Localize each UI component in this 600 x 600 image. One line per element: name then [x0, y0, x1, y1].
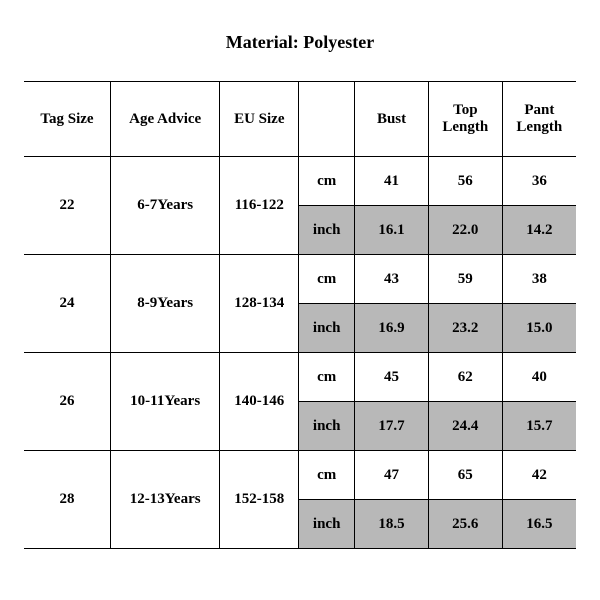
cell-age-advice: 6-7Years: [110, 157, 219, 255]
cell-tag-size: 24: [24, 255, 110, 353]
cell-pant-length-inch: 15.0: [502, 304, 576, 353]
cell-bust-cm: 47: [355, 451, 429, 500]
col-header-top-length: Top Length: [428, 82, 502, 157]
header-row: Tag Size Age Advice EU Size Bust Top Len…: [24, 82, 576, 157]
cell-unit-cm: cm: [299, 353, 355, 402]
page-title: Material: Polyester: [0, 0, 600, 81]
cell-unit-inch: inch: [299, 402, 355, 451]
table-row: 24 8-9Years 128-134 cm 43 59 38: [24, 255, 576, 304]
cell-pant-length-inch: 16.5: [502, 500, 576, 549]
cell-pant-length-cm: 42: [502, 451, 576, 500]
cell-bust-inch: 18.5: [355, 500, 429, 549]
cell-pant-length-cm: 36: [502, 157, 576, 206]
cell-age-advice: 12-13Years: [110, 451, 219, 549]
cell-top-length-inch: 23.2: [428, 304, 502, 353]
table-row: 26 10-11Years 140-146 cm 45 62 40: [24, 353, 576, 402]
cell-unit-cm: cm: [299, 255, 355, 304]
cell-age-advice: 10-11Years: [110, 353, 219, 451]
cell-bust-inch: 17.7: [355, 402, 429, 451]
cell-age-advice: 8-9Years: [110, 255, 219, 353]
cell-tag-size: 22: [24, 157, 110, 255]
table-row: 22 6-7Years 116-122 cm 41 56 36: [24, 157, 576, 206]
cell-unit-cm: cm: [299, 451, 355, 500]
cell-pant-length-cm: 40: [502, 353, 576, 402]
cell-pant-length-inch: 14.2: [502, 206, 576, 255]
cell-unit-cm: cm: [299, 157, 355, 206]
col-header-unit: [299, 82, 355, 157]
col-header-age-advice: Age Advice: [110, 82, 219, 157]
cell-bust-cm: 41: [355, 157, 429, 206]
cell-bust-inch: 16.1: [355, 206, 429, 255]
cell-tag-size: 28: [24, 451, 110, 549]
col-header-eu-size: EU Size: [220, 82, 299, 157]
cell-top-length-inch: 24.4: [428, 402, 502, 451]
cell-top-length-inch: 22.0: [428, 206, 502, 255]
size-table: Tag Size Age Advice EU Size Bust Top Len…: [24, 81, 576, 549]
size-table-container: Tag Size Age Advice EU Size Bust Top Len…: [0, 81, 600, 549]
cell-pant-length-cm: 38: [502, 255, 576, 304]
cell-eu-size: 128-134: [220, 255, 299, 353]
cell-tag-size: 26: [24, 353, 110, 451]
col-header-pant-length: Pant Length: [502, 82, 576, 157]
col-header-bust: Bust: [355, 82, 429, 157]
cell-unit-inch: inch: [299, 206, 355, 255]
table-row: 28 12-13Years 152-158 cm 47 65 42: [24, 451, 576, 500]
cell-unit-inch: inch: [299, 304, 355, 353]
cell-pant-length-inch: 15.7: [502, 402, 576, 451]
col-header-tag-size: Tag Size: [24, 82, 110, 157]
cell-unit-inch: inch: [299, 500, 355, 549]
cell-bust-cm: 45: [355, 353, 429, 402]
cell-bust-cm: 43: [355, 255, 429, 304]
cell-eu-size: 152-158: [220, 451, 299, 549]
cell-eu-size: 140-146: [220, 353, 299, 451]
cell-top-length-inch: 25.6: [428, 500, 502, 549]
cell-top-length-cm: 62: [428, 353, 502, 402]
cell-top-length-cm: 65: [428, 451, 502, 500]
cell-eu-size: 116-122: [220, 157, 299, 255]
cell-top-length-cm: 59: [428, 255, 502, 304]
cell-top-length-cm: 56: [428, 157, 502, 206]
cell-bust-inch: 16.9: [355, 304, 429, 353]
